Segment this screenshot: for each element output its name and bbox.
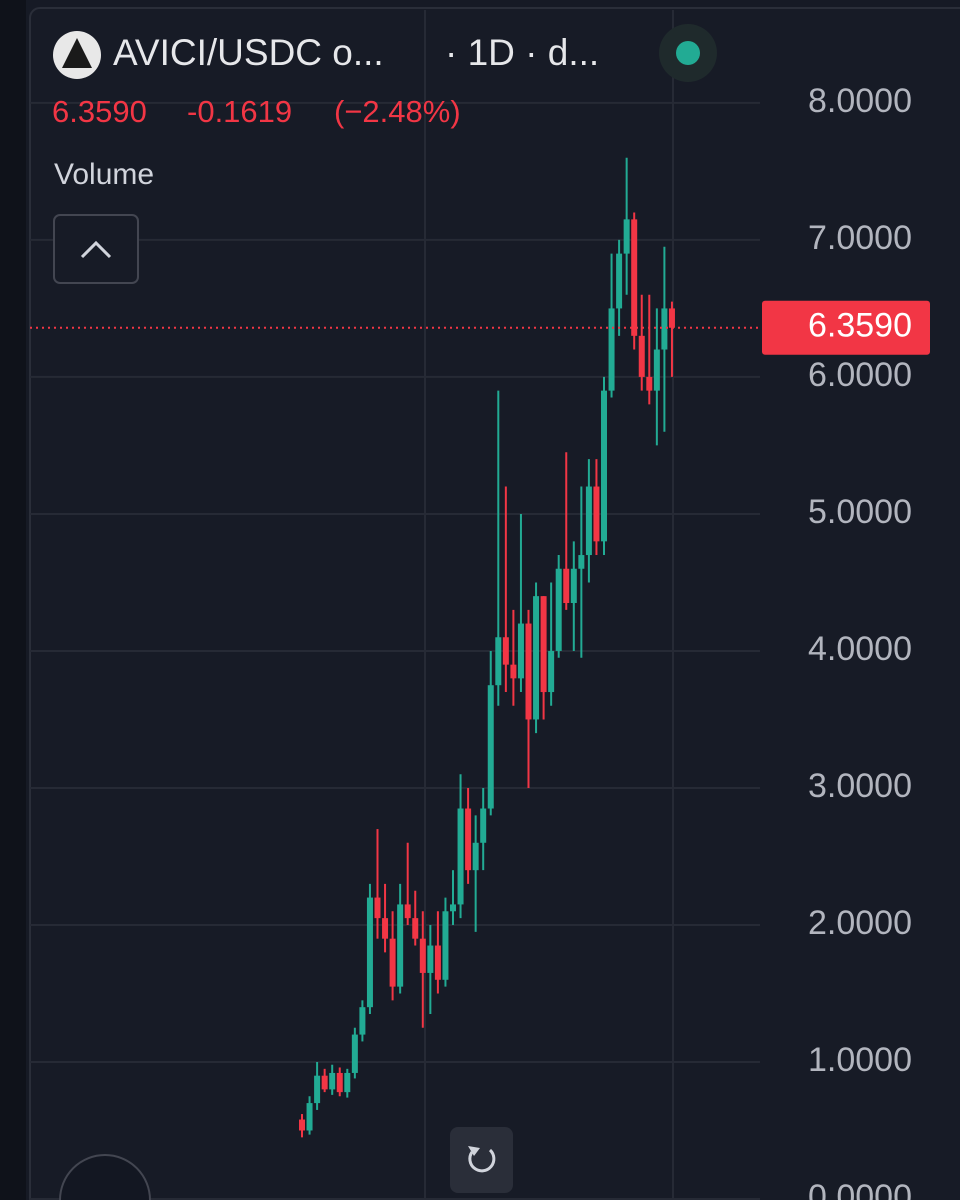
candles bbox=[299, 157, 675, 1138]
brand-logo[interactable] bbox=[59, 1154, 151, 1200]
y-tick-label: 4.0000 bbox=[808, 630, 912, 668]
candle-body bbox=[314, 1075, 321, 1104]
candle-body bbox=[487, 685, 494, 809]
candle-body bbox=[359, 1007, 366, 1035]
candle-body bbox=[351, 1034, 358, 1073]
candle-body bbox=[336, 1072, 343, 1093]
candle-body bbox=[321, 1075, 328, 1090]
candle-body bbox=[344, 1072, 351, 1093]
candle-body bbox=[616, 253, 623, 309]
logo-mark bbox=[62, 38, 92, 68]
candle-body bbox=[510, 664, 517, 679]
candle-body bbox=[502, 637, 509, 665]
y-tick-label: 6.0000 bbox=[808, 356, 912, 394]
candle-body bbox=[457, 808, 464, 905]
candle-body bbox=[631, 219, 638, 336]
status-dot[interactable] bbox=[676, 41, 700, 65]
y-tick-label: 8.0000 bbox=[808, 82, 912, 120]
candle-body bbox=[601, 390, 607, 542]
candle-body bbox=[427, 945, 434, 973]
candle-body bbox=[299, 1119, 305, 1131]
header-change: -0.1619 bbox=[187, 94, 292, 129]
candle-body bbox=[389, 938, 396, 987]
interval[interactable]: · 1D · d... bbox=[445, 32, 599, 73]
candle-body bbox=[578, 555, 585, 569]
price-tag-label: 6.3590 bbox=[808, 307, 912, 345]
price-line-group: 6.3590 bbox=[30, 300, 930, 355]
candle-body bbox=[525, 623, 532, 720]
y-tick-label: 2.0000 bbox=[808, 904, 912, 942]
candle-body bbox=[653, 349, 660, 391]
candle-body bbox=[442, 911, 449, 980]
candle-body bbox=[570, 568, 577, 603]
candle-body bbox=[585, 486, 592, 556]
candle-body bbox=[623, 219, 630, 254]
candle-body bbox=[472, 842, 479, 871]
reset-icon bbox=[468, 1148, 496, 1173]
side-panel bbox=[0, 0, 26, 1200]
reset-button[interactable] bbox=[450, 1127, 513, 1193]
y-tick-label: 0.0000 bbox=[808, 1178, 912, 1200]
y-tick-label: 3.0000 bbox=[808, 767, 912, 805]
chart-panel bbox=[29, 7, 960, 1200]
candle-body bbox=[555, 568, 562, 651]
y-tick-label: 7.0000 bbox=[808, 219, 912, 257]
candle-body bbox=[548, 650, 555, 693]
candle-body bbox=[412, 918, 419, 939]
candle-body bbox=[382, 918, 389, 939]
collapse-button[interactable] bbox=[53, 214, 139, 284]
candle-body bbox=[495, 637, 502, 686]
candle-body bbox=[646, 376, 653, 391]
candle-body bbox=[434, 945, 441, 980]
candle-body bbox=[329, 1072, 336, 1090]
grid: 0.0000 1.0000 2.0000 3.0000 4.0000 5.0000 6.00… bbox=[30, 82, 912, 1200]
candle-body bbox=[450, 904, 456, 912]
indicator-label: Volume bbox=[54, 158, 154, 191]
candle-body bbox=[661, 308, 668, 350]
y-tick-label: 1.0000 bbox=[808, 1041, 912, 1079]
candle-body bbox=[540, 596, 547, 693]
candle-body bbox=[563, 568, 570, 603]
candle-body bbox=[668, 308, 675, 328]
header-price: 6.3590 bbox=[52, 94, 147, 129]
candle-body bbox=[366, 897, 373, 1008]
candle-body bbox=[374, 897, 381, 919]
candle-body bbox=[404, 904, 411, 919]
candle-body bbox=[638, 335, 645, 377]
candle-body bbox=[480, 808, 487, 843]
symbol-title[interactable]: AVICI/USDC o... bbox=[113, 32, 384, 73]
candle-body bbox=[465, 808, 472, 871]
candle-body bbox=[593, 486, 600, 542]
candle-body bbox=[419, 938, 426, 973]
candle-body bbox=[517, 623, 524, 679]
candle-body bbox=[306, 1103, 313, 1131]
y-tick-label: 5.0000 bbox=[808, 493, 912, 531]
price-tag bbox=[762, 300, 930, 355]
reset-arrow bbox=[468, 1146, 480, 1156]
chevron-icon bbox=[80, 240, 112, 259]
header-change-percent: (−2.48%) bbox=[334, 94, 461, 129]
candle-body bbox=[608, 308, 615, 391]
candle-body bbox=[533, 596, 540, 720]
candle-body bbox=[397, 904, 404, 987]
